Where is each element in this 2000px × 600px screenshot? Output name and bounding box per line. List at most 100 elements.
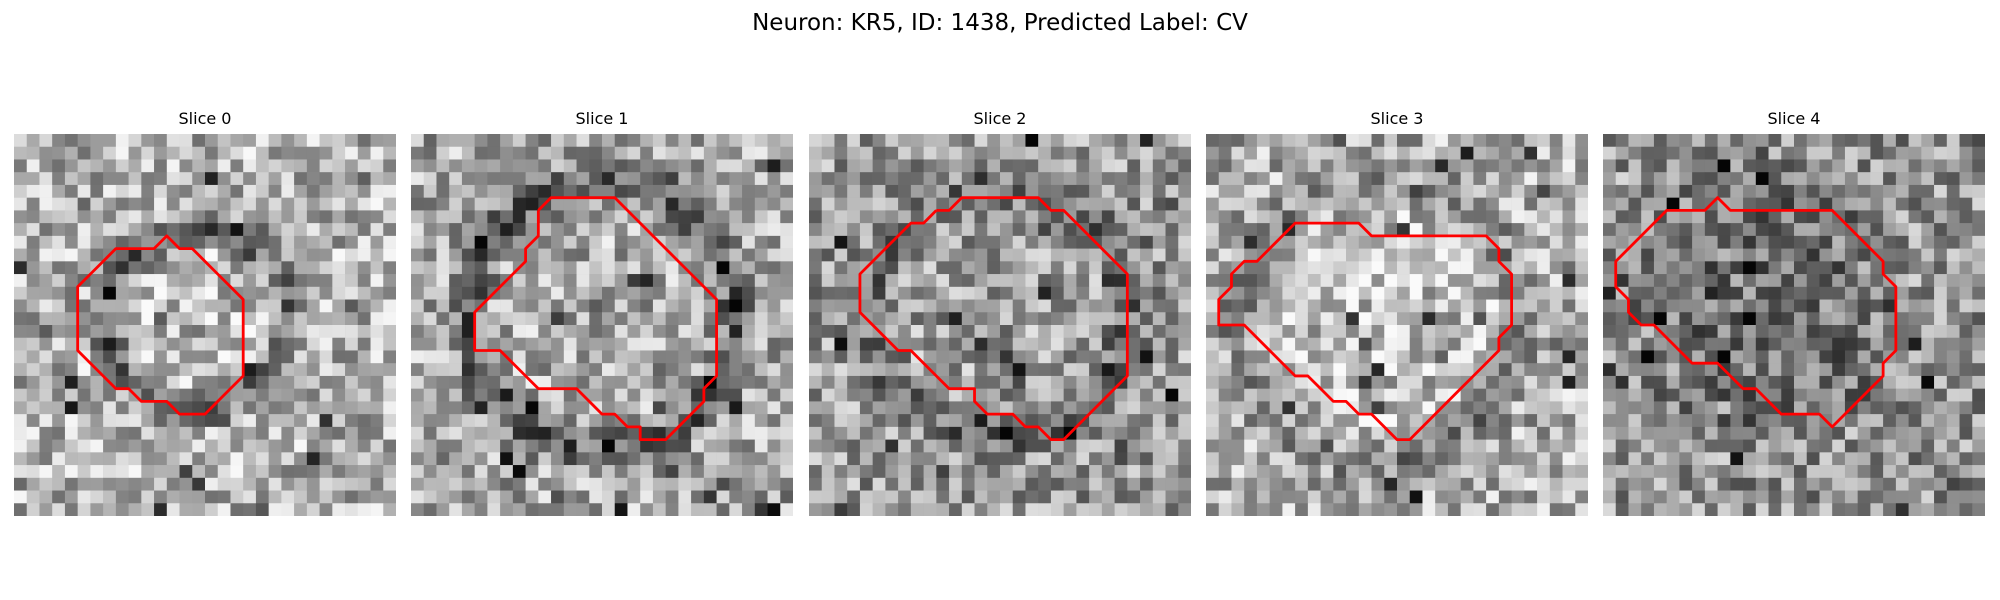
- pixel: [332, 134, 346, 147]
- pixel: [1692, 261, 1706, 275]
- pixel: [243, 197, 257, 211]
- pixel: [1140, 197, 1154, 211]
- pixel: [821, 325, 835, 338]
- pixel: [1895, 159, 1909, 173]
- pixel: [1768, 452, 1782, 466]
- pixel: [1755, 235, 1769, 249]
- pixel: [1473, 184, 1487, 198]
- pixel: [1575, 274, 1588, 288]
- pixel: [1498, 312, 1512, 326]
- pixel: [1165, 490, 1179, 504]
- pixel: [1409, 235, 1423, 249]
- pixel: [1435, 363, 1449, 377]
- pixel: [1012, 439, 1026, 453]
- pixel: [1244, 286, 1258, 300]
- pixel: [512, 172, 526, 186]
- pixel: [1076, 363, 1090, 377]
- pixel: [1231, 134, 1245, 147]
- pixel: [640, 312, 654, 326]
- pixel: [1575, 134, 1588, 147]
- pixel: [1384, 210, 1398, 224]
- pixel: [1114, 503, 1128, 516]
- pixel: [1269, 363, 1283, 377]
- pixel: [345, 184, 359, 198]
- pixel: [103, 337, 117, 351]
- pixel: [1895, 325, 1909, 338]
- pixel: [1269, 503, 1283, 516]
- pixel: [411, 350, 424, 364]
- pixel: [1819, 363, 1833, 377]
- pixel: [1870, 197, 1884, 211]
- pixel: [1000, 503, 1013, 516]
- pixel: [319, 350, 333, 364]
- pixel: [1537, 248, 1551, 262]
- pixel: [1781, 235, 1795, 249]
- pixel: [370, 210, 384, 224]
- pixel: [128, 134, 142, 147]
- pixel: [1819, 375, 1833, 389]
- pixel: [1140, 312, 1154, 326]
- pixel: [1165, 210, 1179, 224]
- pixel: [1704, 146, 1718, 160]
- pixel: [1679, 337, 1693, 351]
- pixel: [306, 452, 320, 466]
- pixel: [1269, 274, 1283, 288]
- pixel: [821, 439, 835, 453]
- pixel: [205, 490, 218, 504]
- pixel: [949, 235, 963, 249]
- pixel: [512, 184, 526, 198]
- pixel: [141, 286, 155, 300]
- pixel: [1641, 439, 1655, 453]
- pixel: [885, 426, 899, 440]
- pixel: [1127, 134, 1141, 147]
- pixel: [910, 363, 924, 377]
- pixel: [1781, 401, 1795, 415]
- pixel: [1615, 388, 1629, 402]
- pixel: [1397, 223, 1410, 237]
- pixel: [780, 388, 793, 402]
- pixel: [52, 146, 66, 160]
- pixel: [255, 261, 269, 275]
- pixel: [640, 210, 654, 224]
- pixel: [576, 477, 590, 491]
- pixel: [1256, 159, 1270, 173]
- pixel: [1717, 337, 1731, 351]
- pixel: [576, 261, 590, 275]
- pixel: [1511, 172, 1525, 186]
- pixel: [1089, 388, 1103, 402]
- pixel: [1152, 286, 1166, 300]
- pixel: [1781, 299, 1795, 313]
- pixel: [742, 274, 756, 288]
- pixel: [538, 337, 552, 351]
- pixel: [166, 223, 180, 237]
- pixel: [243, 477, 257, 491]
- pixel: [1127, 210, 1141, 224]
- pixel: [1101, 146, 1115, 160]
- pixel: [357, 388, 371, 402]
- pixel: [1218, 477, 1232, 491]
- pixel: [1447, 350, 1461, 364]
- pixel: [345, 388, 359, 402]
- pixel: [357, 235, 371, 249]
- pixel: [1603, 159, 1616, 173]
- pixel: [332, 388, 346, 402]
- pixel: [1460, 439, 1474, 453]
- pixel: [834, 146, 848, 160]
- pixel: [1743, 159, 1757, 173]
- pixel: [1397, 465, 1410, 479]
- pixel: [1511, 299, 1525, 313]
- pixel: [859, 477, 873, 491]
- pixel: [1460, 299, 1474, 313]
- pixel: [821, 248, 835, 262]
- pixel: [1883, 388, 1897, 402]
- pixel: [306, 337, 320, 351]
- pixel: [974, 197, 988, 211]
- pixel: [1524, 210, 1538, 224]
- pixel: [1921, 426, 1935, 440]
- pixel: [154, 159, 168, 173]
- pixel: [1895, 490, 1909, 504]
- pixel: [691, 363, 705, 377]
- pixel: [1473, 146, 1487, 160]
- pixel: [14, 477, 27, 491]
- pixel: [1857, 286, 1871, 300]
